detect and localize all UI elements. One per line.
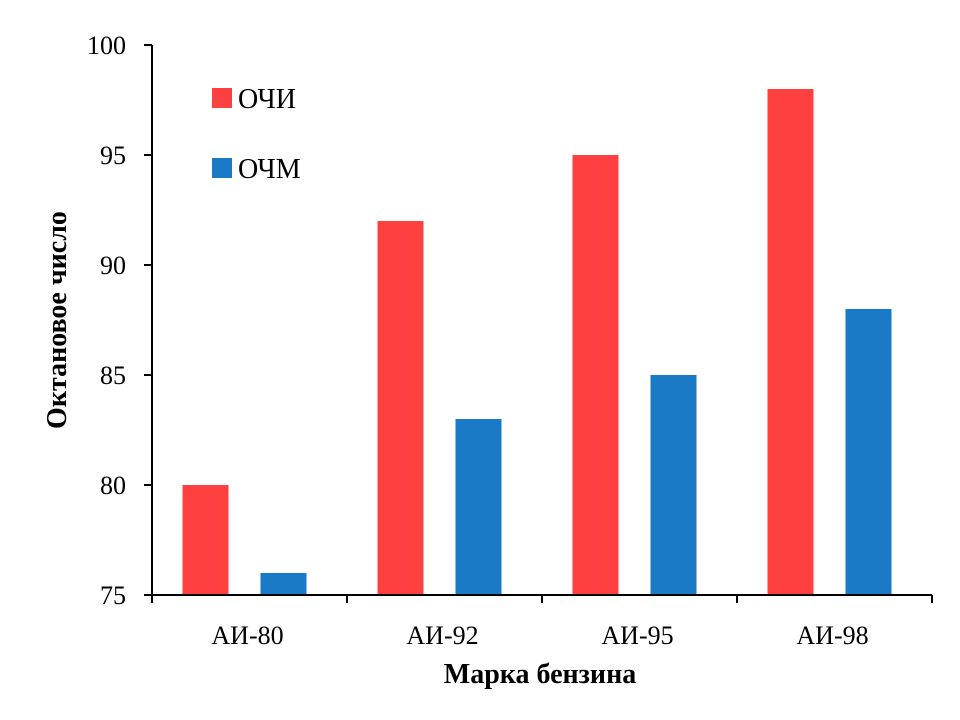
axes — [151, 45, 932, 596]
y-tick-label: 75 — [100, 581, 126, 610]
legend: ОЧИ ОЧМ — [212, 84, 301, 185]
bar-ochi-4 — [767, 89, 814, 595]
y-ticks: 75 80 85 90 95 100 — [87, 31, 152, 610]
bar-ochi-1 — [182, 485, 229, 595]
y-tick-label: 100 — [87, 31, 126, 60]
x-tick-label: АИ-98 — [796, 621, 868, 650]
x-tick-label: АИ-92 — [406, 621, 478, 650]
bars — [182, 89, 892, 595]
legend-label: ОЧИ — [238, 84, 296, 115]
x-tick-label: АИ-95 — [601, 621, 673, 650]
bar-ochi-2 — [377, 221, 424, 595]
y-tick-label: 85 — [100, 361, 126, 390]
legend-swatch — [212, 88, 232, 108]
y-axis-title: Октановое число — [42, 211, 73, 429]
y-tick-label: 90 — [100, 251, 126, 280]
bar-ochm-1 — [260, 573, 307, 595]
x-ticks: АИ-80 АИ-92 АИ-95 АИ-98 — [151, 595, 933, 650]
y-tick-label: 95 — [100, 141, 126, 170]
x-tick-label: АИ-80 — [211, 621, 283, 650]
y-tick-label: 80 — [100, 471, 126, 500]
bar-ochi-3 — [572, 155, 619, 595]
bar-ochm-3 — [650, 375, 697, 595]
x-axis-title: Марка бензина — [444, 659, 636, 690]
legend-label: ОЧМ — [238, 154, 301, 185]
bar-ochm-2 — [455, 419, 502, 595]
bar-ochm-4 — [845, 309, 892, 595]
legend-swatch — [212, 158, 232, 178]
